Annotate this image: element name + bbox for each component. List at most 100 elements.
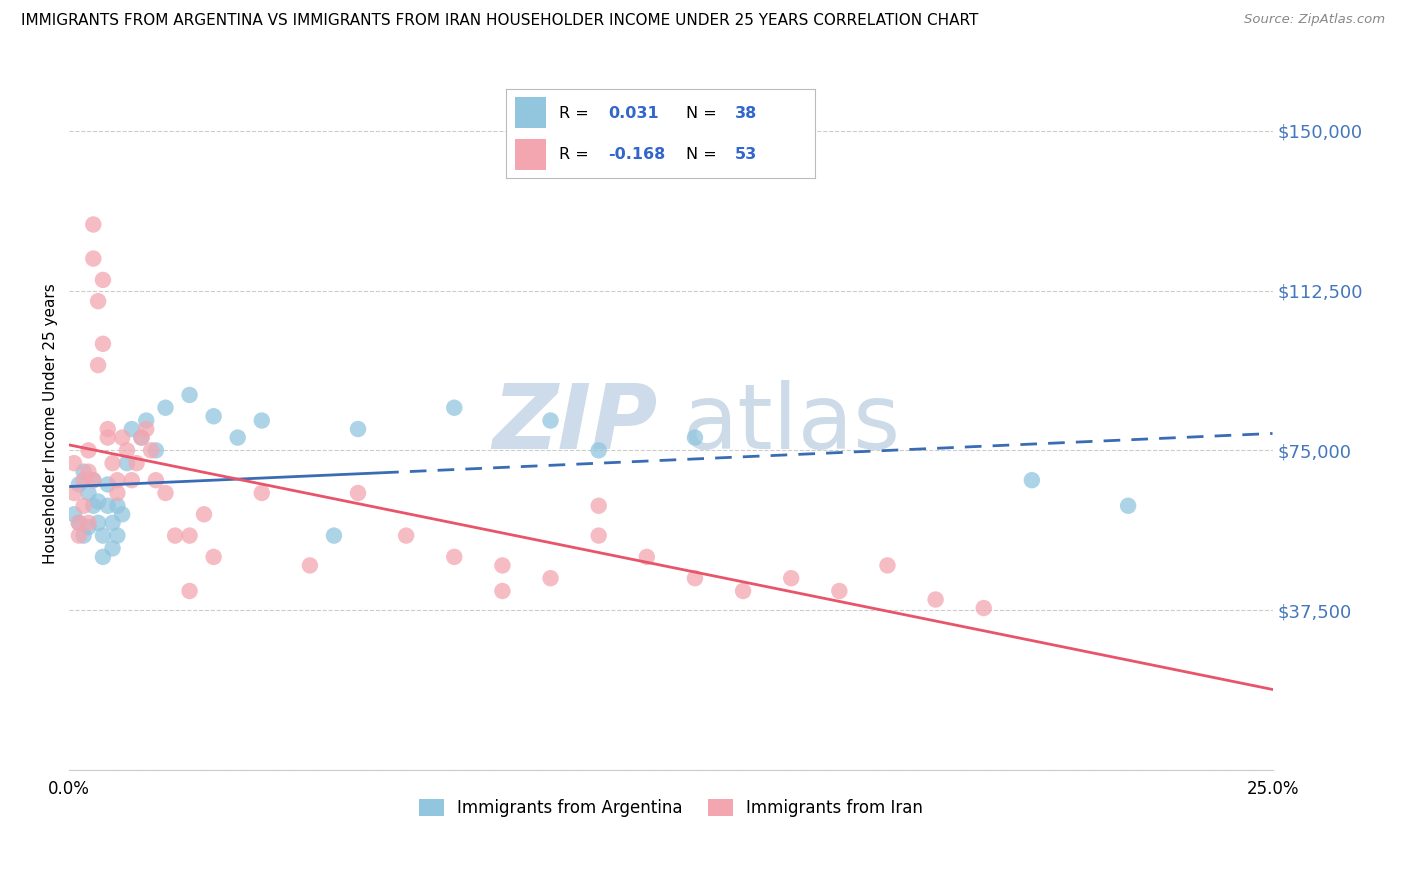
Text: 53: 53 (735, 147, 758, 161)
Point (82, 473, 104, 487)
Point (202, 549, 225, 564)
Text: N =: N = (686, 147, 721, 161)
FancyBboxPatch shape (516, 97, 547, 128)
Point (298, 558, 321, 573)
Point (179, 528, 201, 542)
Point (67, 516, 90, 530)
Point (105, 528, 128, 542)
Point (105, 473, 128, 487)
Point (131, 431, 153, 445)
Point (588, 443, 610, 458)
Point (63, 508, 86, 522)
Point (540, 571, 562, 585)
Point (97, 499, 120, 513)
Point (165, 528, 187, 542)
Point (1116, 499, 1139, 513)
Point (193, 508, 215, 522)
Point (67, 516, 90, 530)
Point (91, 549, 114, 564)
Point (443, 549, 465, 564)
Point (588, 528, 610, 542)
Point (347, 422, 370, 436)
Point (973, 601, 995, 615)
Point (73, 465, 96, 479)
Point (491, 558, 513, 573)
Point (683, 431, 706, 445)
Point (780, 571, 803, 585)
Point (87, 494, 110, 508)
Point (139, 443, 162, 458)
Point (588, 499, 610, 513)
Point (77, 486, 100, 500)
Point (155, 486, 177, 500)
Point (87, 516, 110, 530)
Point (73, 499, 96, 513)
Point (250, 413, 273, 427)
Point (67, 477, 90, 491)
Point (91, 273, 114, 287)
Point (226, 431, 249, 445)
Point (924, 592, 946, 607)
Point (101, 516, 124, 530)
Point (733, 584, 755, 599)
Text: ZIP: ZIP (492, 380, 657, 467)
Point (683, 571, 706, 585)
Text: R =: R = (558, 106, 593, 120)
Point (63, 456, 86, 470)
Point (77, 520, 100, 534)
Legend: Immigrants from Argentina, Immigrants from Iran: Immigrants from Argentina, Immigrants fr… (412, 792, 929, 824)
Point (91, 336, 114, 351)
Text: 38: 38 (735, 106, 758, 120)
Point (63, 486, 86, 500)
Point (131, 431, 153, 445)
Text: N =: N = (686, 106, 721, 120)
Point (540, 413, 562, 427)
Point (97, 422, 120, 436)
Point (105, 486, 128, 500)
Point (347, 486, 370, 500)
Point (82, 252, 104, 266)
Point (121, 422, 143, 436)
Text: IMMIGRANTS FROM ARGENTINA VS IMMIGRANTS FROM IRAN HOUSEHOLDER INCOME UNDER 25 YE: IMMIGRANTS FROM ARGENTINA VS IMMIGRANTS … (21, 13, 979, 29)
Point (101, 541, 124, 556)
Point (1021, 473, 1043, 487)
Text: Source: ZipAtlas.com: Source: ZipAtlas.com (1244, 13, 1385, 27)
Point (115, 443, 138, 458)
Point (202, 409, 225, 424)
Point (145, 443, 167, 458)
Point (97, 477, 120, 491)
Point (179, 584, 201, 599)
Y-axis label: Householder Income Under 25 years: Householder Income Under 25 years (44, 284, 58, 564)
Point (135, 413, 157, 427)
Point (77, 465, 100, 479)
Point (155, 401, 177, 415)
FancyBboxPatch shape (516, 139, 547, 170)
Text: 0.031: 0.031 (609, 106, 659, 120)
Point (77, 443, 100, 458)
Point (87, 294, 110, 309)
Point (73, 473, 96, 487)
Point (105, 499, 128, 513)
Point (121, 473, 143, 487)
Point (73, 528, 96, 542)
Point (135, 422, 157, 436)
Point (91, 528, 114, 542)
Point (395, 528, 418, 542)
Point (179, 388, 201, 402)
Point (491, 584, 513, 599)
Point (82, 218, 104, 232)
Point (77, 516, 100, 530)
Point (323, 528, 346, 542)
Text: R =: R = (558, 147, 593, 161)
Point (82, 499, 104, 513)
Point (828, 584, 851, 599)
Point (636, 549, 658, 564)
Point (115, 456, 138, 470)
Point (111, 431, 134, 445)
Point (145, 473, 167, 487)
Text: -0.168: -0.168 (609, 147, 665, 161)
Point (111, 508, 134, 522)
Point (125, 456, 148, 470)
Point (101, 456, 124, 470)
Point (443, 401, 465, 415)
